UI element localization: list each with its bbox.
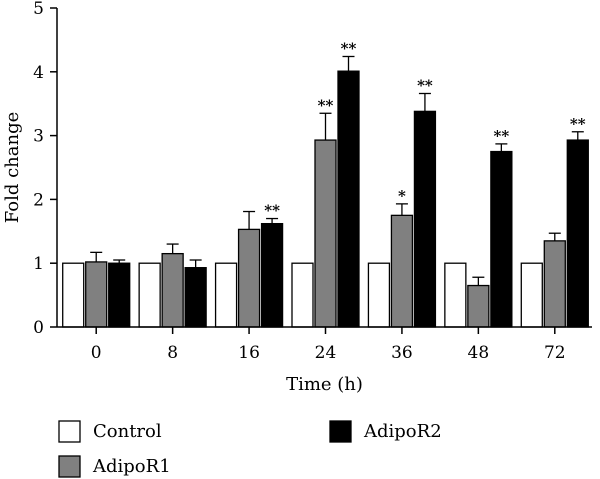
legend-swatch-adipor1 — [58, 455, 81, 478]
x-tick-label: 24 — [315, 343, 337, 363]
significance-marker: ** — [341, 39, 357, 57]
bar-adipor2 — [490, 150, 513, 328]
legend-item-adipor1: AdipoR1 — [58, 455, 171, 478]
x-tick-label: 36 — [391, 343, 413, 363]
y-tick-label: 1 — [33, 254, 44, 274]
bar-adipor1 — [314, 139, 337, 328]
bar-adipor1 — [390, 214, 414, 328]
bar-control — [62, 262, 85, 328]
x-tick-label: 0 — [91, 343, 102, 363]
y-axis-ticks: 0 1 2 3 4 5 — [33, 0, 57, 338]
x-tick-label: 72 — [544, 343, 566, 363]
y-tick-label: 5 — [33, 0, 44, 19]
x-tick-label: 8 — [167, 343, 178, 363]
y-axis-title: Fold change — [2, 112, 23, 224]
significance-marker: ** — [494, 127, 510, 145]
bar-control — [291, 262, 314, 328]
bar-adipor2 — [184, 267, 207, 328]
bar-control — [520, 262, 543, 328]
legend-item-control: Control — [58, 420, 162, 443]
bar-adipor1 — [85, 261, 108, 328]
x-axis-ticks: 0 8 16 24 36 48 72 — [91, 327, 566, 363]
legend-item-adipor2: AdipoR2 — [329, 420, 442, 443]
bar-control — [367, 262, 391, 328]
y-tick-label: 3 — [33, 127, 44, 147]
legend-label-control: Control — [93, 421, 162, 442]
bar-adipor1 — [467, 284, 490, 328]
bar-control — [138, 262, 161, 328]
legend-label-adipor2: AdipoR2 — [363, 421, 442, 442]
significance-marker: ** — [318, 96, 334, 114]
y-tick-label: 2 — [33, 190, 44, 210]
bar-control — [214, 262, 238, 328]
legend-label-adipor1: AdipoR1 — [92, 456, 171, 477]
significance-marker: ** — [264, 202, 280, 220]
bar-adipor1 — [237, 228, 261, 328]
x-axis-title: Time (h) — [286, 374, 363, 395]
y-tick-label: 4 — [33, 63, 44, 83]
significance-marker: ** — [417, 76, 433, 94]
bar-adipor2 — [413, 110, 437, 328]
significance-marker: * — [398, 187, 406, 205]
x-tick-label: 48 — [468, 343, 490, 363]
legend-swatch-adipor2 — [329, 420, 352, 443]
bar-adipor2 — [260, 222, 284, 328]
x-tick-label: 16 — [238, 343, 260, 363]
bar-adipor2 — [566, 139, 589, 328]
bar-adipor2 — [337, 70, 360, 328]
plot-area: ************* — [62, 39, 589, 328]
y-tick-label: 0 — [33, 318, 44, 338]
legend: Control AdipoR1 AdipoR2 — [58, 420, 442, 478]
legend-swatch-control — [58, 420, 81, 443]
significance-marker: ** — [570, 115, 586, 133]
bar-adipor2 — [108, 262, 131, 328]
bar-control — [444, 262, 467, 328]
bar-adipor1 — [543, 240, 566, 328]
bar-adipor1 — [161, 252, 184, 328]
